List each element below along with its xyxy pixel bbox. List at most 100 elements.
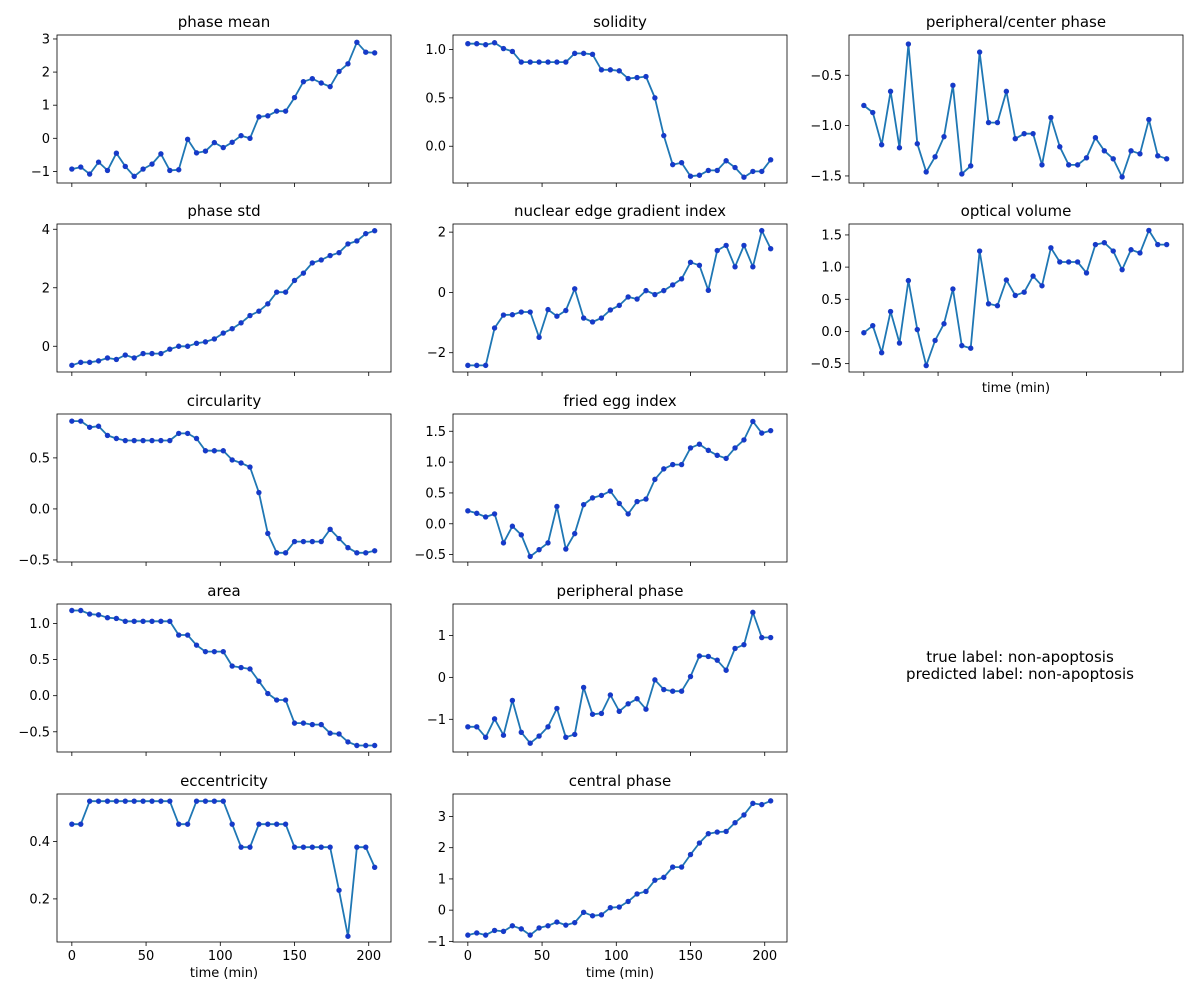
data-point-eccentricity-6 xyxy=(122,798,128,804)
data-point-eccentricity-1 xyxy=(78,821,84,827)
data-point-phase-mean-14 xyxy=(193,150,200,156)
data-point-phase-std-29 xyxy=(327,252,333,259)
data-point-central-phase-28 xyxy=(714,829,720,835)
data-point-phase-mean-18 xyxy=(229,139,235,145)
data-point-solidity-31 xyxy=(741,174,747,180)
data-point-nuclear-edge-gradient-index-0 xyxy=(465,362,471,369)
data-point-circularity-32 xyxy=(354,550,360,556)
data-point-nuclear-edge-gradient-index-18 xyxy=(625,294,631,300)
data-point-eccentricity-12 xyxy=(176,821,182,827)
data-point-nuclear-edge-gradient-index-29 xyxy=(723,242,729,249)
data-point-phase-mean-12 xyxy=(176,167,182,173)
data-point-area-24 xyxy=(282,697,289,703)
data-point-area-5 xyxy=(113,615,120,622)
data-point-nuclear-edge-gradient-index-6 xyxy=(518,309,524,315)
data-point-circularity-23 xyxy=(273,550,280,556)
data-point-phase-mean-1 xyxy=(78,164,84,170)
data-point-fried-egg-index-12 xyxy=(572,530,578,537)
data-point-peripheral-center-phase-32 xyxy=(1146,116,1152,123)
data-point-area-11 xyxy=(167,618,173,625)
data-point-central-phase-22 xyxy=(661,874,667,881)
data-point-circularity-31 xyxy=(345,545,351,551)
data-point-eccentricity-17 xyxy=(220,798,226,804)
series-line-peripheral-phase xyxy=(467,611,771,745)
data-point-area-1 xyxy=(78,607,84,614)
data-point-central-phase-18 xyxy=(625,898,631,905)
y-tick-label-eccentricity-0.2: 0.2 xyxy=(29,892,50,907)
y-tick-label-central-phase-1: 1 xyxy=(438,872,446,887)
data-point-nuclear-edge-gradient-index-33 xyxy=(759,227,765,234)
y-tick-label-fried-egg-index-1: 1.0 xyxy=(425,456,446,471)
data-point-peripheral-phase-33 xyxy=(759,634,765,641)
data-point-phase-std-34 xyxy=(371,228,378,234)
data-point-eccentricity-30 xyxy=(336,887,342,893)
data-point-fried-egg-index-28 xyxy=(714,452,720,459)
panel-nuclear-edge-gradient-index: nuclear edge gradient index −2 0 2 xyxy=(427,202,788,376)
data-point-peripheral-phase-26 xyxy=(696,653,703,659)
data-point-peripheral-center-phase-18 xyxy=(1021,130,1027,137)
panel-solidity: solidity 0.0 0.5 1.0 xyxy=(425,13,788,187)
data-point-eccentricity-23 xyxy=(273,821,280,827)
y-tick-label-central-phase--1: −1 xyxy=(427,935,446,950)
panel-title-circularity: circularity xyxy=(187,392,262,410)
data-point-fried-egg-index-29 xyxy=(723,455,729,462)
data-point-peripheral-phase-2 xyxy=(482,734,489,741)
data-point-nuclear-edge-gradient-index-21 xyxy=(652,291,658,298)
axes-frame-eccentricity xyxy=(56,793,392,943)
series-line-phase-mean xyxy=(71,41,375,178)
data-point-central-phase-15 xyxy=(598,912,605,918)
data-point-phase-std-15 xyxy=(202,339,209,345)
data-point-circularity-21 xyxy=(256,489,262,496)
data-point-central-phase-23 xyxy=(669,864,676,870)
data-point-nuclear-edge-gradient-index-5 xyxy=(509,312,516,318)
data-point-nuclear-edge-gradient-index-32 xyxy=(750,264,756,270)
data-point-area-0 xyxy=(69,607,75,614)
data-point-phase-std-27 xyxy=(309,260,316,266)
data-point-area-10 xyxy=(158,618,164,625)
data-point-central-phase-33 xyxy=(759,801,765,808)
data-point-area-17 xyxy=(220,648,226,655)
data-point-nuclear-edge-gradient-index-22 xyxy=(661,287,667,294)
data-point-optical-volume-30 xyxy=(1128,247,1134,253)
data-point-central-phase-5 xyxy=(509,923,516,929)
data-point-optical-volume-20 xyxy=(1039,283,1045,289)
y-tick-label-phase-mean-1: 1 xyxy=(42,99,50,114)
panel-title-eccentricity: eccentricity xyxy=(180,772,268,790)
data-point-peripheral-phase-34 xyxy=(767,634,774,641)
data-point-fried-egg-index-32 xyxy=(750,418,756,425)
data-point-central-phase-27 xyxy=(705,830,712,837)
data-point-peripheral-phase-1 xyxy=(474,724,480,730)
data-point-peripheral-phase-31 xyxy=(741,641,747,648)
data-point-area-14 xyxy=(193,642,200,648)
data-point-area-7 xyxy=(131,618,137,625)
panel-title-phase-std: phase std xyxy=(187,202,260,220)
data-point-central-phase-8 xyxy=(536,925,542,931)
data-point-circularity-27 xyxy=(309,538,316,545)
data-point-phase-mean-29 xyxy=(327,83,333,90)
data-point-peripheral-center-phase-28 xyxy=(1110,156,1116,162)
data-point-peripheral-phase-16 xyxy=(607,692,614,698)
x-axis-label-optical-volume: time (min) xyxy=(982,381,1050,396)
data-point-fried-egg-index-26 xyxy=(696,441,703,447)
data-point-peripheral-center-phase-26 xyxy=(1092,134,1099,141)
data-point-phase-mean-21 xyxy=(256,114,262,120)
data-point-phase-mean-11 xyxy=(167,167,173,174)
data-point-fried-egg-index-18 xyxy=(625,511,631,517)
series-line-solidity xyxy=(467,41,772,179)
panel-circularity: circularity −0.5 0.0 0.5 xyxy=(18,392,392,568)
data-point-solidity-3 xyxy=(491,40,498,46)
data-point-peripheral-center-phase-2 xyxy=(878,142,885,148)
data-point-nuclear-edge-gradient-index-10 xyxy=(554,313,560,319)
data-point-peripheral-center-phase-13 xyxy=(976,49,983,55)
panel-optical-volume: optical volume −0.5 0.0 0.5 1.0 1.5 time (min) xyxy=(810,202,1184,396)
data-point-phase-mean-5 xyxy=(113,150,120,156)
series-line-nuclear-edge-gradient-index xyxy=(467,229,772,367)
data-point-area-3 xyxy=(95,612,102,618)
data-point-nuclear-edge-gradient-index-8 xyxy=(536,334,542,341)
series-line-central-phase xyxy=(467,800,772,936)
data-point-peripheral-phase-4 xyxy=(500,732,507,738)
data-point-central-phase-2 xyxy=(482,932,489,938)
data-point-peripheral-center-phase-3 xyxy=(887,88,894,95)
data-point-optical-volume-25 xyxy=(1083,270,1090,276)
data-point-phase-mean-17 xyxy=(220,144,226,151)
